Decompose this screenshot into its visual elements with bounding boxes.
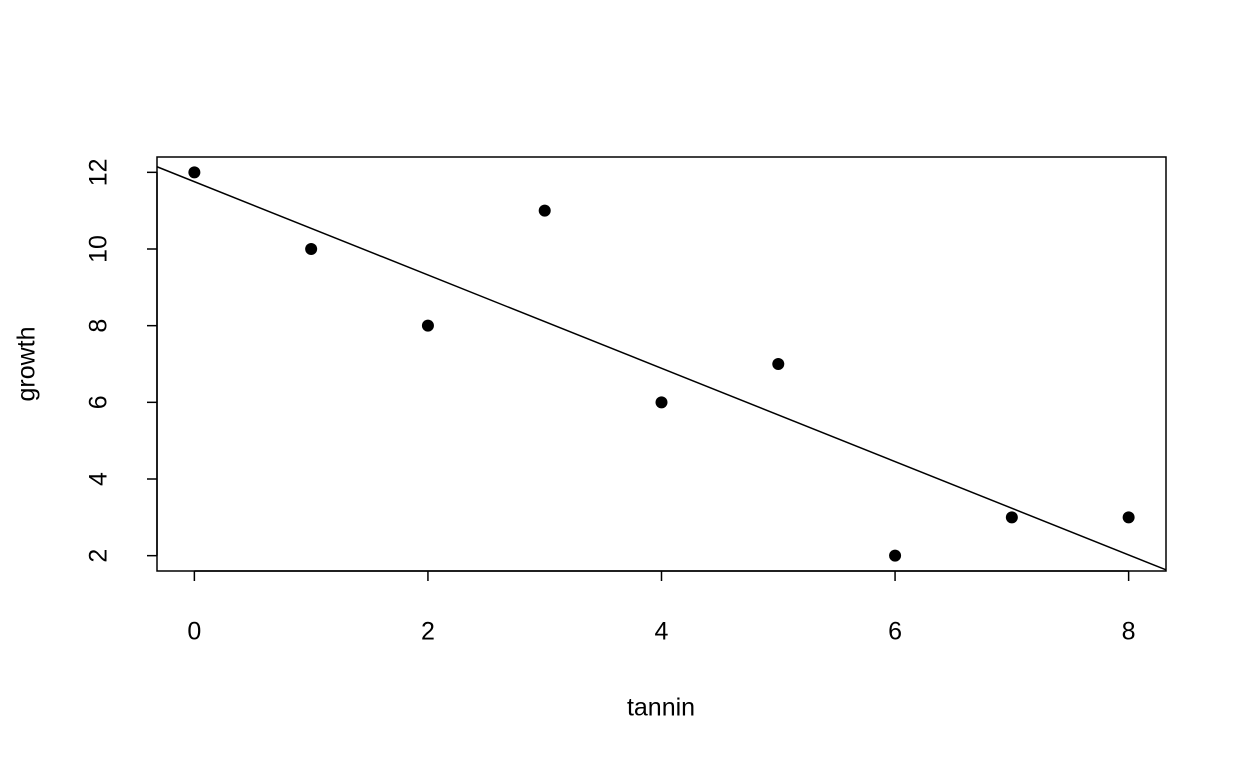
x-tick-label: 4 — [655, 618, 669, 646]
y-tick-label: 4 — [85, 472, 113, 486]
point — [421, 319, 434, 332]
point — [1005, 511, 1018, 524]
y-tick-label: 6 — [85, 395, 113, 409]
y-tick-label: 8 — [85, 319, 113, 333]
point — [305, 243, 318, 255]
x-tick-label: 0 — [187, 618, 201, 646]
x-axis-label: tannin — [627, 694, 695, 722]
fit-line — [156, 166, 1167, 571]
point — [538, 204, 551, 217]
point — [1122, 511, 1135, 524]
x-tick-label: 2 — [421, 618, 435, 646]
x-tick-label: 6 — [888, 618, 902, 646]
x-tick-label: 8 — [1122, 618, 1136, 646]
point — [889, 549, 902, 562]
point — [188, 166, 201, 179]
point — [772, 358, 785, 370]
y-tick-label: 2 — [85, 549, 113, 563]
point — [655, 396, 668, 409]
y-tick-label: 12 — [85, 158, 113, 186]
y-tick-label: 10 — [85, 235, 113, 263]
y-axis-label: growth — [13, 326, 41, 401]
